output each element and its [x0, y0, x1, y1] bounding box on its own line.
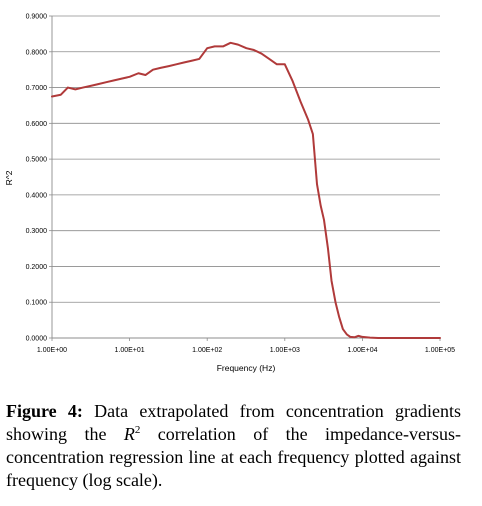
y-tick-label: 0.4000 — [26, 192, 48, 199]
y-axis-label: R^2 — [4, 170, 14, 185]
caption-label: Figure 4: — [6, 401, 83, 421]
caption-math-symbol: R — [123, 424, 135, 444]
x-tick-label: 1.00E+03 — [270, 347, 300, 354]
x-tick-labels: 1.00E+00 1.00E+01 1.00E+02 1.00E+03 1.00E+04… — [37, 347, 455, 354]
x-tick-label: 1.00E+05 — [425, 347, 455, 354]
y-tick-label: 0.2000 — [26, 264, 48, 271]
y-tick-label: 0.6000 — [26, 121, 48, 128]
x-tick-label: 1.00E+00 — [37, 347, 67, 354]
grid-lines — [52, 15, 440, 303]
y-tick-label: 0.7000 — [26, 85, 48, 92]
y-tick-labels: 0.0000 0.1000 0.2000 0.3000 0.4000 0.5000 0.60… — [26, 14, 48, 343]
series-line — [51, 41, 441, 339]
y-tick-label: 0.9000 — [26, 14, 48, 21]
figure-caption: Figure 4: Data extrapolated from concent… — [6, 400, 461, 492]
x-tick-label: 1.00E+01 — [115, 347, 145, 354]
caption-text-before: Data extrapolated from concentration gra… — [6, 401, 462, 444]
series-layer — [51, 41, 441, 339]
x-axis-label: Frequency (Hz) — [217, 363, 276, 373]
x-tick-label: 1.00E+02 — [192, 347, 222, 354]
caption-text-after: correlation of the impedance-versus-conc… — [6, 424, 461, 490]
y-tick-label: 0.8000 — [26, 49, 48, 56]
x-tick-label: 1.00E+04 — [347, 347, 377, 354]
y-tick-label: 0.0000 — [26, 336, 48, 343]
y-tick-label: 0.1000 — [26, 300, 48, 307]
y-tick-label: 0.3000 — [26, 228, 48, 235]
chart: 0.0000 0.1000 0.2000 0.3000 0.4000 0.5000 0.60… — [4, 14, 455, 374]
axes — [49, 15, 441, 341]
y-tick-label: 0.5000 — [26, 157, 48, 164]
caption-math-superscript: 2 — [134, 424, 141, 436]
